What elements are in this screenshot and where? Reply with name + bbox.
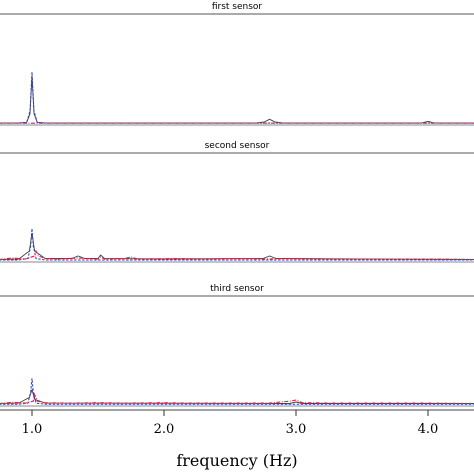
x-axis-label: frequency (Hz) xyxy=(176,451,297,470)
x-tick-label: 3.0 xyxy=(286,422,307,437)
series-line-solid-black xyxy=(0,388,474,404)
series-line-solid-black xyxy=(0,232,474,260)
series-line-dashdot-red xyxy=(0,249,474,261)
series-line-solid-black xyxy=(0,76,474,124)
series-line-dashed-blue xyxy=(0,378,474,405)
x-tick-label: 4.0 xyxy=(418,422,439,437)
panel-3: third sensor xyxy=(0,284,474,407)
x-ticks-group: 1.0 2.0 3.0 4.0 xyxy=(22,410,439,437)
panel-title: third sensor xyxy=(210,284,264,294)
panel-2: second sensor xyxy=(0,141,474,263)
series-line-dashdot-red xyxy=(0,392,474,405)
panel-title: first sensor xyxy=(212,2,263,12)
x-tick-label: 1.0 xyxy=(22,422,43,437)
panel-1: first sensor xyxy=(0,2,474,126)
x-tick-label: 2.0 xyxy=(154,422,175,437)
panel-title: second sensor xyxy=(205,141,270,151)
panels-group: first sensor second sensor third sensor xyxy=(0,2,474,411)
series-line-dashed-blue xyxy=(0,71,474,124)
series-line-dashed-blue xyxy=(0,228,474,261)
